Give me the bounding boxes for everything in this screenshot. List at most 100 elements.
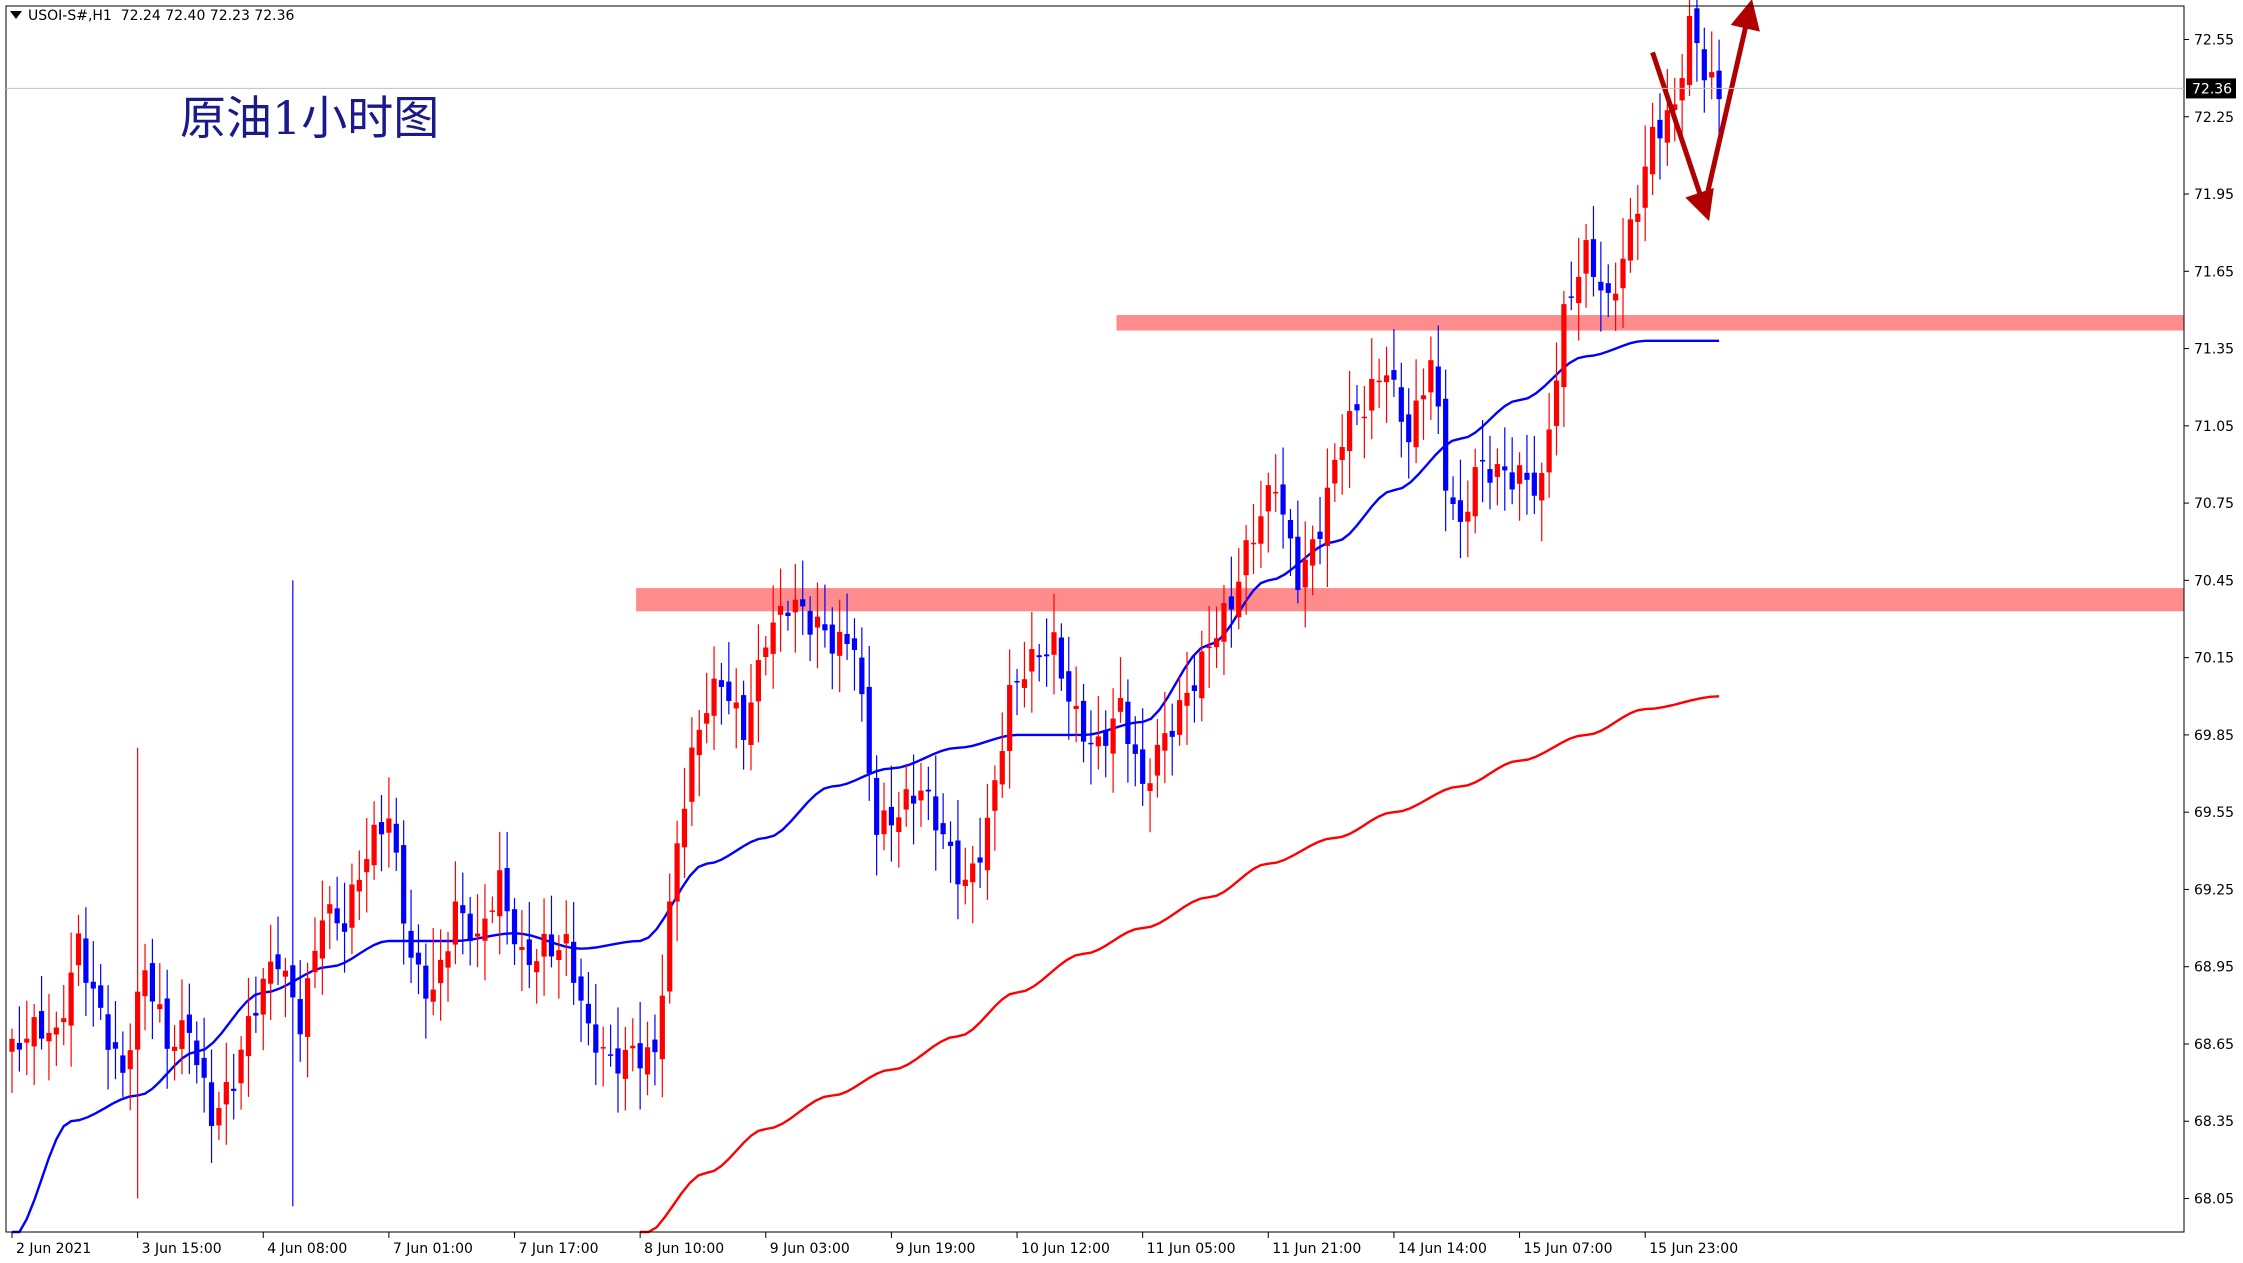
y-tick-label: 69.55 bbox=[2194, 805, 2234, 821]
y-tick-label: 69.85 bbox=[2194, 728, 2234, 744]
candle-body bbox=[1125, 701, 1131, 744]
candle-body bbox=[1117, 697, 1124, 712]
candle-body bbox=[970, 863, 976, 883]
candle-body bbox=[356, 879, 362, 892]
candle-body bbox=[334, 908, 340, 924]
current-price-label: 72.36 bbox=[2192, 81, 2232, 97]
candle-body bbox=[1236, 581, 1242, 618]
candle-body bbox=[1516, 465, 1523, 484]
candle-body bbox=[1051, 632, 1057, 655]
candle-body bbox=[268, 961, 274, 984]
candle-body bbox=[1206, 646, 1212, 649]
candle-body bbox=[896, 817, 902, 833]
chart-annotation-title: 原油1小时图 bbox=[180, 91, 440, 145]
candle-body bbox=[534, 961, 540, 973]
candle-body bbox=[1044, 654, 1050, 657]
candle-body bbox=[445, 951, 451, 968]
x-tick-label: 11 Jun 21:00 bbox=[1272, 1241, 1361, 1257]
candle-body bbox=[1443, 398, 1449, 491]
candle-body bbox=[593, 1024, 599, 1053]
candle-body bbox=[755, 660, 761, 702]
candle-body bbox=[1686, 15, 1693, 85]
candle-body bbox=[947, 841, 954, 846]
candle-body bbox=[814, 616, 821, 628]
candle-body bbox=[1369, 378, 1375, 411]
candle-body bbox=[1657, 119, 1663, 139]
candle-body bbox=[68, 972, 74, 1026]
candle-body bbox=[844, 633, 850, 645]
candle-body bbox=[1258, 516, 1264, 544]
candle-body bbox=[231, 1088, 237, 1091]
candle-body bbox=[61, 1018, 67, 1023]
candle-body bbox=[637, 1043, 643, 1069]
candle-body bbox=[622, 1049, 628, 1079]
candle-body bbox=[955, 840, 961, 885]
candle-body bbox=[1066, 671, 1072, 702]
candle-body bbox=[1679, 78, 1685, 101]
candles bbox=[9, 0, 1722, 1207]
candle-body bbox=[1140, 749, 1146, 784]
candle-body bbox=[1620, 258, 1626, 289]
candle-body bbox=[460, 905, 466, 914]
axes: 72.55 72.25 71.95 71.65 71.35 71.05 70.75 70.45… bbox=[5, 5, 2236, 1257]
candle-body bbox=[489, 910, 495, 912]
symbol-info: USOI-S#,H1 72.24 72.40 72.23 72.36 bbox=[10, 8, 294, 24]
candle-body bbox=[1361, 416, 1367, 419]
candle-body bbox=[482, 918, 488, 941]
y-tick-label: 68.95 bbox=[2194, 960, 2234, 976]
candle-body bbox=[305, 978, 311, 1037]
candle-body bbox=[910, 795, 917, 804]
candle-body bbox=[1635, 213, 1641, 222]
candle-body bbox=[984, 817, 991, 871]
candle-body bbox=[1265, 485, 1271, 512]
dropdown-triangle-icon[interactable] bbox=[10, 11, 22, 19]
candle-body bbox=[1509, 472, 1515, 490]
candle-body bbox=[1435, 366, 1441, 407]
candle-body bbox=[1709, 72, 1715, 78]
candle-body bbox=[1007, 685, 1013, 751]
candle-body bbox=[1450, 497, 1456, 504]
y-tick-label: 71.35 bbox=[2194, 342, 2234, 358]
candle-body bbox=[1391, 370, 1397, 380]
candle-body bbox=[1088, 742, 1094, 745]
x-tick-label: 8 Jun 10:00 bbox=[644, 1241, 724, 1257]
candle-body bbox=[1413, 400, 1419, 448]
candle-body bbox=[1199, 651, 1205, 699]
candle-body bbox=[1339, 447, 1345, 460]
candle-body bbox=[1177, 700, 1183, 735]
candle-body bbox=[1701, 49, 1707, 81]
candle-body bbox=[24, 1038, 30, 1043]
candle-body bbox=[1191, 685, 1197, 692]
candle-body bbox=[393, 823, 399, 853]
candle-body bbox=[1576, 276, 1582, 304]
candle-body bbox=[1036, 655, 1042, 658]
candle-body bbox=[1568, 296, 1574, 298]
candle-body bbox=[689, 747, 695, 802]
candle-body bbox=[371, 824, 377, 866]
y-tick-label: 71.05 bbox=[2194, 419, 2234, 435]
candle-body bbox=[216, 1108, 222, 1126]
candle-body bbox=[253, 1012, 259, 1016]
candle-body bbox=[1147, 783, 1153, 792]
x-tick-label: 9 Jun 03:00 bbox=[770, 1241, 850, 1257]
ma-fast-line bbox=[12, 339, 1720, 1234]
candle-body bbox=[1664, 110, 1670, 143]
candle-body bbox=[1103, 730, 1109, 746]
candle-body bbox=[1590, 239, 1597, 277]
candle-body bbox=[511, 909, 518, 945]
candle-body bbox=[1184, 692, 1190, 706]
candle-body bbox=[208, 1082, 215, 1126]
candle-body bbox=[112, 1042, 119, 1049]
candle-body bbox=[600, 1047, 606, 1049]
candle-body bbox=[1228, 596, 1234, 610]
candle-body bbox=[644, 1047, 651, 1075]
candle-body bbox=[903, 789, 909, 810]
candle-body bbox=[1465, 511, 1471, 522]
candle-body bbox=[1310, 539, 1316, 566]
candle-body bbox=[630, 1045, 636, 1049]
y-tick-label: 68.05 bbox=[2194, 1192, 2234, 1208]
candle-body bbox=[9, 1038, 15, 1052]
candle-body bbox=[763, 647, 769, 658]
candle-body bbox=[1354, 404, 1360, 411]
